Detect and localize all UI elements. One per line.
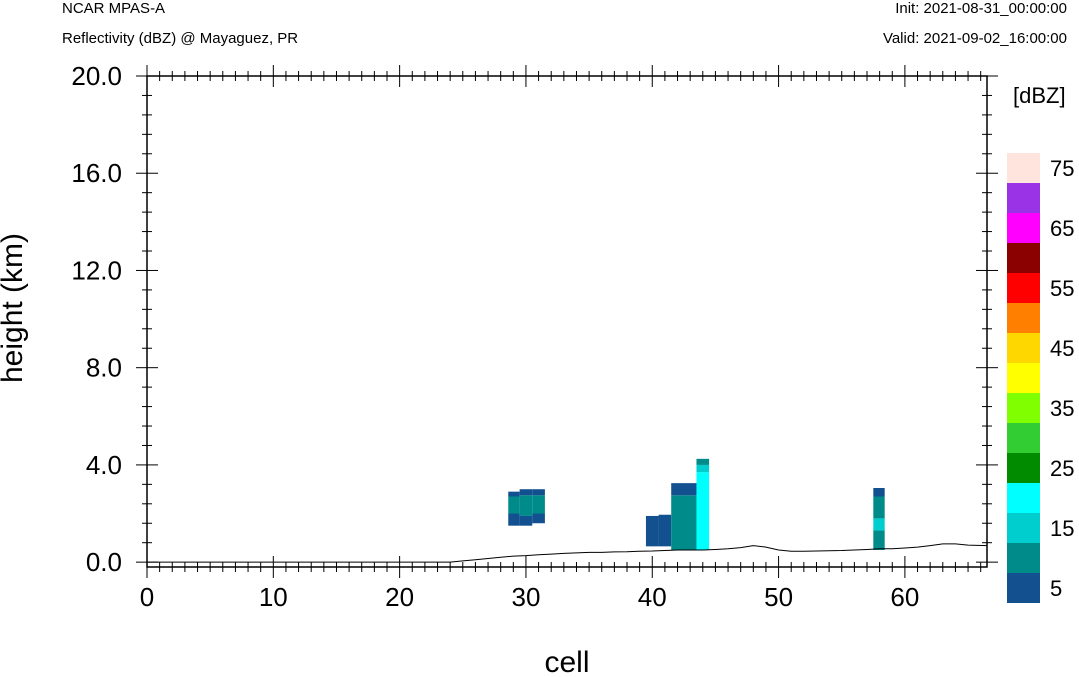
reflectivity-cell xyxy=(696,464,710,473)
colorbar-swatch xyxy=(1007,513,1040,543)
colorbar-swatch xyxy=(1007,153,1040,183)
colorbar-swatch xyxy=(1007,213,1040,243)
colorbar-label: 35 xyxy=(1050,396,1074,421)
reflectivity-cell xyxy=(519,495,533,516)
plot-frame xyxy=(146,75,988,568)
reflectivity-cell xyxy=(532,513,545,524)
reflectivity-cell xyxy=(645,515,659,547)
y-tick-label: 0.0 xyxy=(86,547,122,577)
reflectivity-cell xyxy=(532,489,545,496)
reflectivity-cells xyxy=(508,458,885,550)
x-tick-label: 20 xyxy=(385,582,414,612)
model-title: NCAR MPAS-A xyxy=(62,0,166,17)
reflectivity-cell xyxy=(508,513,520,526)
colorbar-swatch xyxy=(1007,543,1040,573)
colorbar-label: 15 xyxy=(1050,516,1074,541)
y-tick-label: 4.0 xyxy=(86,450,122,480)
x-tick-label: 10 xyxy=(259,582,288,612)
y-tick-label: 8.0 xyxy=(86,353,122,383)
reflectivity-cell xyxy=(873,518,885,531)
reflectivity-cell xyxy=(519,515,533,526)
colorbar-swatch xyxy=(1007,273,1040,303)
x-tick-label: 50 xyxy=(764,582,793,612)
y-tick-label: 20.0 xyxy=(71,61,122,91)
colorbar-swatch xyxy=(1007,393,1040,423)
init-time: Init: 2021-08-31_00:00:00 xyxy=(895,0,1067,17)
reflectivity-cell xyxy=(532,495,545,514)
reflectivity-cell xyxy=(658,514,672,547)
axis-ticks xyxy=(136,65,998,578)
colorbar-label: 5 xyxy=(1050,576,1062,601)
reflectivity-cell xyxy=(671,495,697,550)
colorbar-swatch xyxy=(1007,363,1040,393)
reflectivity-cell xyxy=(508,496,520,514)
reflectivity-cell xyxy=(696,458,710,465)
colorbar-swatch xyxy=(1007,183,1040,213)
x-tick-label: 60 xyxy=(890,582,919,612)
y-tick-label: 12.0 xyxy=(71,255,122,285)
terrain-profile xyxy=(147,543,988,563)
reflectivity-cell xyxy=(508,491,520,497)
colorbar-label: 25 xyxy=(1050,456,1074,481)
x-tick-label: 30 xyxy=(511,582,540,612)
x-tick-label: 0 xyxy=(140,582,154,612)
colorbar-label: 65 xyxy=(1050,216,1074,241)
reflectivity-cell xyxy=(873,488,885,497)
terrain-line xyxy=(147,543,988,563)
colorbar-label: 45 xyxy=(1050,336,1074,361)
colorbar: 5 15 25 35 45 55 65 75 xyxy=(1007,153,1074,603)
colorbar-swatch xyxy=(1007,483,1040,513)
x-axis-title: cell xyxy=(544,646,589,677)
reflectivity-cell xyxy=(671,483,697,496)
colorbar-label: 75 xyxy=(1050,156,1074,181)
colorbar-swatch xyxy=(1007,573,1040,603)
colorbar-label: 55 xyxy=(1050,276,1074,301)
colorbar-swatch xyxy=(1007,243,1040,273)
plot-subtitle: Reflectivity (dBZ) @ Mayaguez, PR xyxy=(62,30,299,47)
colorbar-swatch xyxy=(1007,453,1040,483)
colorbar-swatch xyxy=(1007,423,1040,453)
colorbar-swatch xyxy=(1007,333,1040,363)
reflectivity-cell xyxy=(696,472,710,550)
colorbar-swatch xyxy=(1007,303,1040,333)
reflectivity-cell xyxy=(873,496,885,519)
axis-labels: 0 10 20 30 40 50 60 0.0 4.0 8.0 12.0 16.0 20.0 xyxy=(71,61,919,612)
reflectivity-cell xyxy=(519,489,533,496)
x-tick-label: 40 xyxy=(638,582,667,612)
colorbar-title: [dBZ] xyxy=(1013,83,1066,108)
reflectivity-cell xyxy=(873,530,885,550)
y-tick-label: 16.0 xyxy=(71,158,122,188)
valid-time: Valid: 2021-09-02_16:00:00 xyxy=(882,30,1067,47)
y-axis-title: height (km) xyxy=(0,233,29,383)
